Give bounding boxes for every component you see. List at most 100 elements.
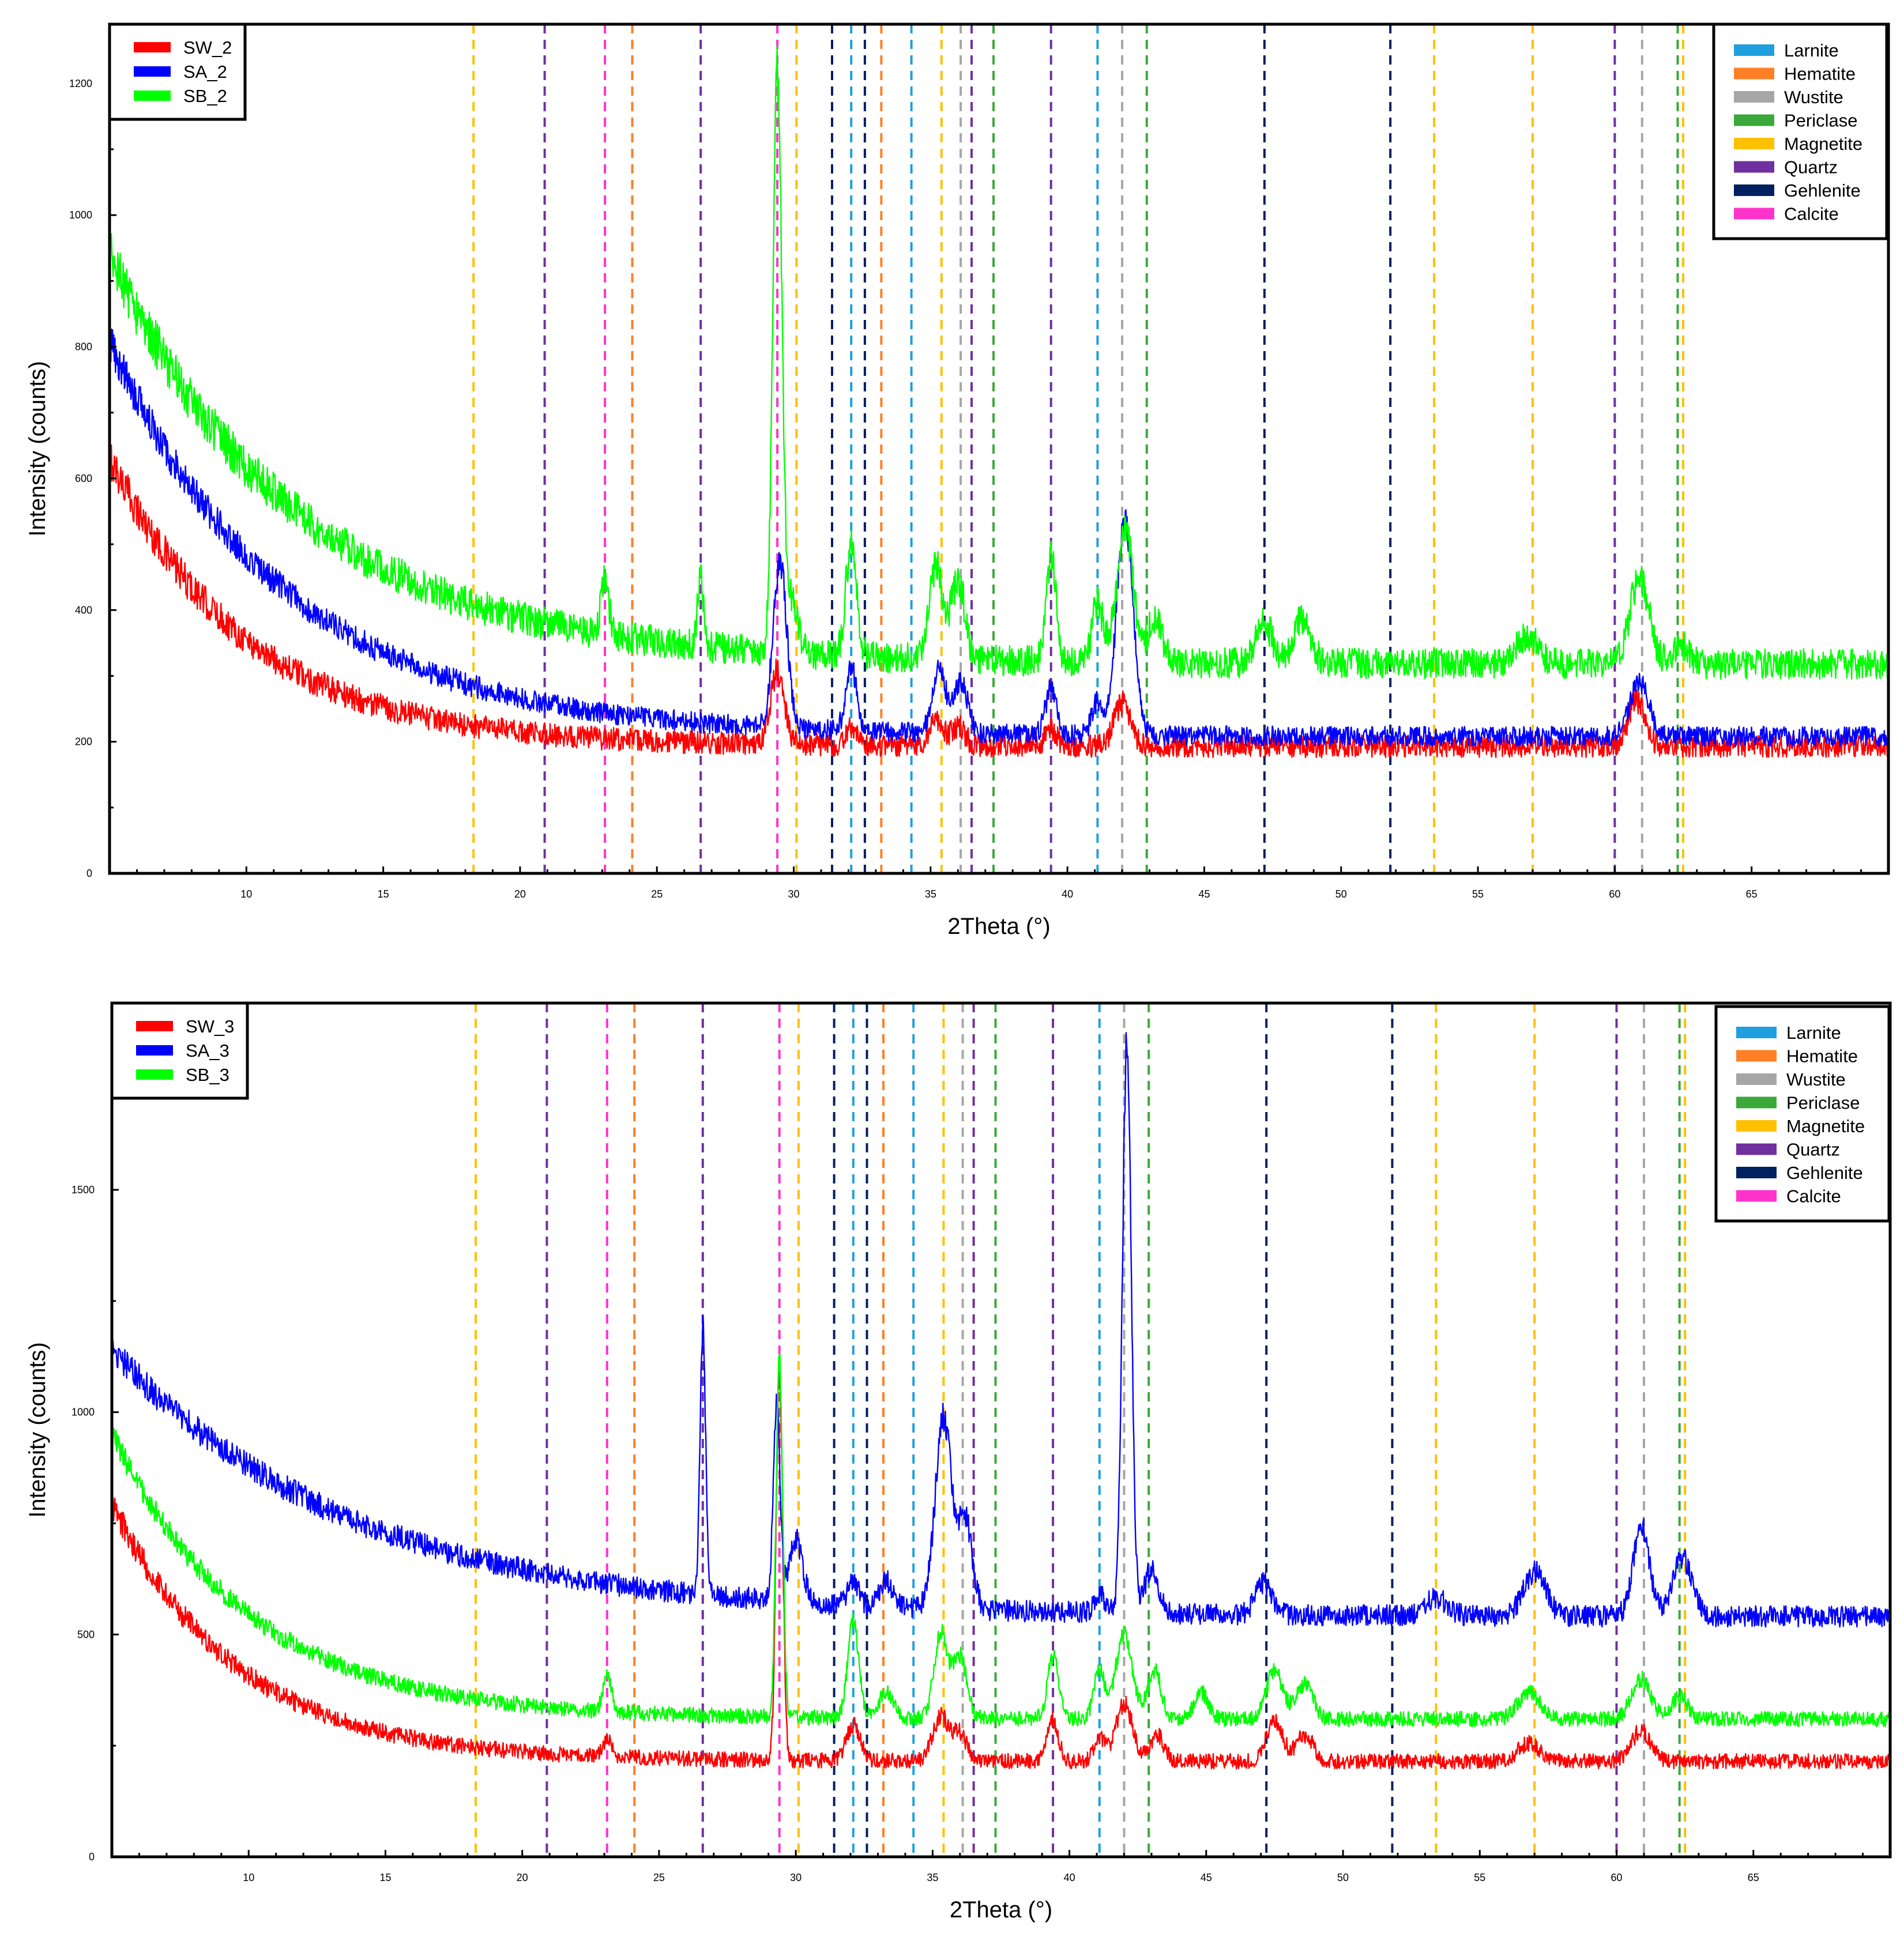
phase-swatch	[1736, 1143, 1777, 1155]
phase-label: Quartz	[1784, 157, 1838, 178]
phase-label: Calcite	[1784, 204, 1839, 224]
phase-swatch	[1736, 1167, 1777, 1178]
legend-label: SW_2	[183, 37, 232, 58]
x-tick-label: 25	[651, 888, 663, 900]
x-tick-label: 65	[1746, 888, 1758, 900]
x-tick-label: 50	[1335, 888, 1347, 900]
legend-label: SW_3	[186, 1016, 234, 1037]
phase-swatch	[1736, 1120, 1777, 1132]
x-tick-label: 20	[514, 888, 526, 900]
legend-swatch	[136, 1069, 173, 1080]
series-line-sw_2	[110, 444, 1888, 759]
phase-swatch	[1736, 1073, 1777, 1085]
phase-swatch	[1736, 1190, 1777, 1202]
legend-swatch	[136, 1045, 173, 1056]
phase-label: Gehlenite	[1786, 1163, 1863, 1183]
phase-swatch	[1734, 208, 1774, 220]
legend-swatch	[134, 91, 171, 101]
phase-swatch	[1734, 184, 1774, 196]
y-tick-label: 500	[77, 1629, 95, 1640]
y-tick-label: 1500	[72, 1184, 95, 1196]
phase-swatch	[1734, 67, 1774, 80]
legend-swatch	[134, 66, 171, 77]
phase-label: Gehlenite	[1784, 180, 1861, 201]
phase-label: Periclase	[1786, 1093, 1860, 1113]
y-tick-label: 1000	[69, 209, 92, 221]
x-tick-label: 60	[1611, 1872, 1623, 1883]
y-tick-label: 0	[86, 868, 92, 879]
legend-swatch	[134, 42, 171, 52]
phase-label: Wustite	[1786, 1069, 1846, 1090]
x-tick-label: 30	[790, 1872, 802, 1883]
traces	[112, 1032, 1890, 1770]
series-legend: SW_2 SA_2 SB_2	[108, 22, 247, 121]
x-tick-label: 10	[243, 1872, 254, 1883]
x-tick-label: 30	[788, 888, 800, 900]
phase-label: Larnite	[1786, 1023, 1841, 1043]
x-tick-label: 55	[1472, 888, 1484, 900]
x-tick-label: 55	[1474, 1872, 1485, 1883]
y-tick-label: 800	[75, 341, 92, 353]
phase-swatch	[1736, 1027, 1777, 1038]
x-tick-label: 15	[379, 1872, 391, 1883]
y-tick-label: 400	[75, 604, 92, 616]
traces	[110, 45, 1888, 759]
y-axis-title: Intensity (counts)	[25, 1342, 50, 1518]
phase-label: Quartz	[1786, 1140, 1840, 1160]
phase-label: Periclase	[1784, 111, 1858, 131]
phase-label: Larnite	[1784, 40, 1839, 61]
legend-swatch	[136, 1021, 173, 1031]
y-axis-title: Intensity (counts)	[25, 361, 50, 537]
legend-label: SB_2	[183, 86, 227, 106]
phase-label: Wustite	[1784, 87, 1843, 107]
plot-frame	[110, 1001, 1892, 1859]
x-tick-label: 60	[1609, 888, 1620, 900]
phase-swatch	[1734, 161, 1774, 173]
chart-panel-bottom: 10 15 20 25 30 35 40 45 50 55 60 65 0 500 1000 1500 2The…	[25, 1001, 1892, 1923]
series-line-sb_3	[112, 1352, 1890, 1728]
legend-label: SB_3	[186, 1065, 229, 1085]
y-tick-label: 600	[75, 473, 92, 484]
x-tick-label: 15	[378, 888, 389, 900]
x-tick-label: 20	[517, 1872, 528, 1883]
y-tick-label: 1200	[69, 78, 92, 89]
series-legend: SW_3 SA_3 SB_3	[110, 1001, 249, 1100]
series-line-sa_2	[110, 328, 1888, 747]
x-tick-label: 35	[927, 1872, 938, 1883]
series-line-sb_2	[110, 45, 1888, 680]
chart-panel-top: 10 15 20 25 30 35 40 45 50 55 60 65 0 200 400 600 800 100…	[25, 22, 1890, 939]
legend-label: SA_3	[186, 1041, 229, 1061]
phase-swatch	[1736, 1050, 1777, 1062]
phase-label: Calcite	[1786, 1186, 1841, 1207]
phase-label: Magnetite	[1786, 1116, 1865, 1136]
x-tick-label: 45	[1198, 888, 1210, 900]
x-tick-label: 65	[1748, 1872, 1759, 1883]
y-tick-label: 200	[75, 736, 92, 748]
phase-label: Magnetite	[1784, 134, 1862, 154]
x-axis-title: 2Theta (°)	[950, 1897, 1052, 1923]
x-tick-label: 40	[1062, 888, 1073, 900]
reference-lines	[475, 1003, 1687, 1857]
y-tick-label: 0	[89, 1851, 95, 1863]
series-line-sw_3	[112, 1371, 1890, 1770]
series-line-sa_3	[112, 1032, 1890, 1628]
y-tick-label: 1000	[72, 1407, 95, 1418]
x-tick-label: 50	[1337, 1872, 1349, 1883]
x-tick-label: 40	[1064, 1872, 1075, 1883]
phase-swatch	[1736, 1096, 1777, 1109]
phase-label: Hematite	[1786, 1046, 1858, 1066]
phase-swatch	[1734, 138, 1774, 149]
phase-swatch	[1734, 44, 1774, 56]
phase-label: Hematite	[1784, 64, 1856, 84]
legend-label: SA_2	[183, 62, 227, 82]
phase-legend: Larnite Hematite Wustite Periclase Magnetite…	[1714, 1005, 1891, 1223]
x-tick-label: 10	[240, 888, 252, 900]
plot-frame	[108, 22, 1890, 875]
phase-legend: Larnite Hematite Wustite Periclase Magnetite…	[1712, 22, 1888, 240]
phase-swatch	[1734, 91, 1774, 103]
x-tick-label: 35	[925, 888, 936, 900]
x-tick-label: 25	[653, 1872, 665, 1883]
x-axis-title: 2Theta (°)	[947, 914, 1050, 939]
x-tick-label: 45	[1201, 1872, 1212, 1883]
